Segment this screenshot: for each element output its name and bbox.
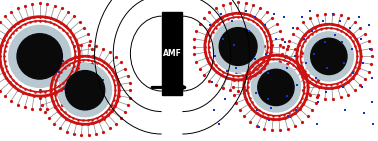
Ellipse shape (17, 34, 62, 79)
Ellipse shape (9, 25, 71, 87)
Ellipse shape (311, 38, 347, 75)
Ellipse shape (258, 69, 294, 106)
Ellipse shape (251, 63, 301, 112)
Text: AMF: AMF (163, 49, 181, 58)
Ellipse shape (65, 71, 105, 110)
Ellipse shape (212, 21, 264, 72)
Ellipse shape (219, 28, 257, 65)
Ellipse shape (59, 64, 112, 117)
FancyBboxPatch shape (162, 12, 182, 95)
Ellipse shape (304, 32, 353, 81)
